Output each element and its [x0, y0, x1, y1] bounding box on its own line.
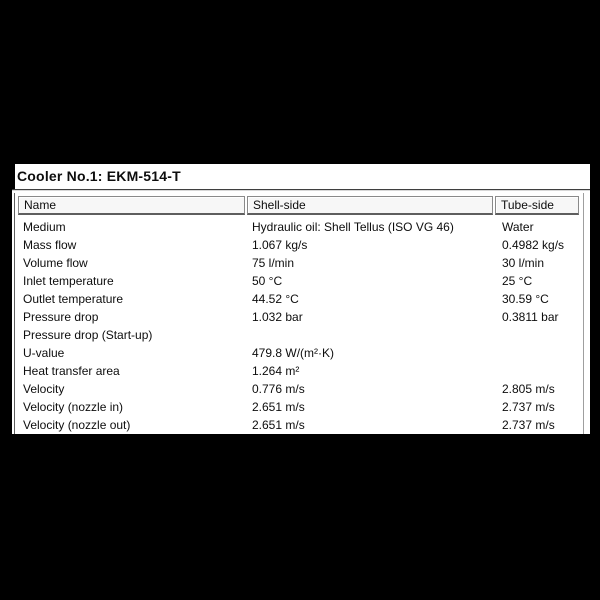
- column-header-tube-side: Tube-side: [495, 196, 579, 215]
- row-shell-value-cell: 479.8 W/(m²·K): [252, 346, 335, 360]
- table-row: Velocity (nozzle out) 2.651 m/s 2.737 m/…: [15, 416, 583, 434]
- title-separator: [12, 189, 590, 191]
- row-tube-value-cell: 0.4982 kg/s: [502, 238, 565, 252]
- table-row: Velocity 0.776 m/s 2.805 m/s: [15, 380, 583, 398]
- table-row: Medium Hydraulic oil: Shell Tellus (ISO …: [15, 218, 583, 236]
- row-tube-value-cell: 30 l/min: [502, 256, 545, 270]
- row-name-cell: Volume flow: [23, 256, 88, 270]
- row-tube-value-cell: 2.737 m/s: [502, 400, 555, 414]
- row-name-cell: Mass flow: [23, 238, 77, 252]
- row-shell-value-cell: 50 °C: [252, 274, 283, 288]
- table-row: Inlet temperature 50 °C 25 °C: [15, 272, 583, 290]
- table-row: Mass flow 1.067 kg/s 0.4982 kg/s: [15, 236, 583, 254]
- row-tube-value-cell: 2.737 m/s: [502, 418, 555, 432]
- table-row: Pressure drop (Start-up): [15, 326, 583, 344]
- row-name-cell: Outlet temperature: [23, 292, 124, 306]
- row-shell-value-cell: 1.067 kg/s: [252, 238, 308, 252]
- row-shell-value-cell: 44.52 °C: [252, 292, 299, 306]
- row-tube-value-cell: [494, 344, 583, 362]
- table-row: Velocity (nozzle in) 2.651 m/s 2.737 m/s: [15, 398, 583, 416]
- table-header-row: Name Shell-side Tube-side: [15, 193, 583, 215]
- row-shell-value-cell: Hydraulic oil: Shell Tellus (ISO VG 46): [252, 220, 454, 234]
- row-tube-value-cell: [494, 326, 583, 344]
- title-left-tick: [12, 164, 15, 189]
- row-shell-value-cell: 75 l/min: [252, 256, 295, 270]
- row-tube-value-cell: Water: [502, 220, 534, 234]
- table-body: Medium Hydraulic oil: Shell Tellus (ISO …: [15, 218, 583, 434]
- row-shell-value-cell: 2.651 m/s: [252, 418, 305, 432]
- table-row: Pressure drop 1.032 bar 0.3811 bar: [15, 308, 583, 326]
- row-shell-value-cell: 2.651 m/s: [252, 400, 305, 414]
- row-tube-value-cell: [494, 362, 583, 380]
- row-name-cell: Velocity (nozzle out): [23, 418, 131, 432]
- table-row: Volume flow 75 l/min 30 l/min: [15, 254, 583, 272]
- row-shell-value-cell: 0.776 m/s: [252, 382, 305, 396]
- column-header-name: Name: [18, 196, 245, 215]
- row-name-cell: U-value: [23, 346, 65, 360]
- row-tube-value-cell: 0.3811 bar: [502, 310, 559, 324]
- panel-title: Cooler No.1: EKM-514-T: [17, 168, 181, 184]
- row-shell-value-cell: 1.032 bar: [252, 310, 303, 324]
- column-header-shell-side: Shell-side: [247, 196, 493, 215]
- row-tube-value-cell: 2.805 m/s: [502, 382, 555, 396]
- row-tube-value-cell: 30.59 °C: [502, 292, 549, 306]
- row-name-cell: Velocity (nozzle in): [23, 400, 124, 414]
- row-name-cell: Medium: [23, 220, 66, 234]
- row-name-cell: Velocity: [23, 382, 65, 396]
- table-row: Heat transfer area 1.264 m²: [15, 362, 583, 380]
- row-shell-value-cell: 1.264 m²: [252, 364, 300, 378]
- cooler-report-panel: Cooler No.1: EKM-514-T Name Shell-side T…: [12, 164, 590, 434]
- panel-title-row: Cooler No.1: EKM-514-T: [12, 164, 590, 189]
- row-name-cell: Pressure drop: [23, 310, 99, 324]
- row-name-cell: Pressure drop (Start-up): [23, 328, 153, 342]
- row-name-cell: Inlet temperature: [23, 274, 114, 288]
- row-shell-value-cell: [247, 326, 494, 344]
- row-tube-value-cell: 25 °C: [502, 274, 533, 288]
- row-name-cell: Heat transfer area: [23, 364, 120, 378]
- cooler-data-table: Name Shell-side Tube-side Medium Hydraul…: [14, 193, 584, 434]
- table-row: Outlet temperature 44.52 °C 30.59 °C: [15, 290, 583, 308]
- table-row: U-value 479.8 W/(m²·K): [15, 344, 583, 362]
